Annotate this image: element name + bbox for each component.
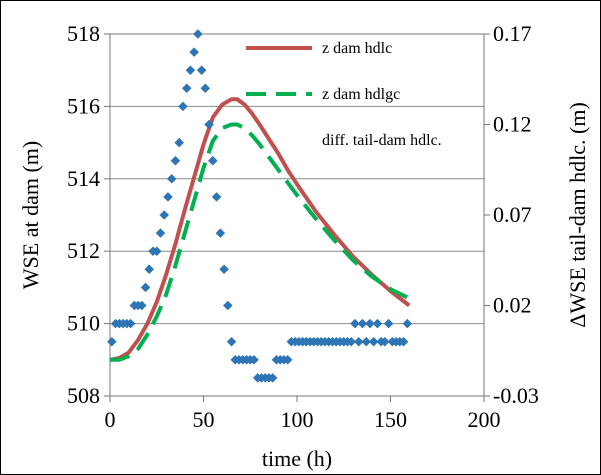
data-point — [181, 83, 192, 94]
y-right-tick-label: 0.02 — [493, 293, 532, 318]
legend-label: z dam hdlc — [322, 40, 392, 57]
data-point — [159, 210, 170, 220]
x-axis-label: time (h) — [262, 446, 332, 471]
y-right-ticks: -0.03 0.02 0.07 0.12 0.17 — [484, 21, 539, 408]
data-point — [346, 336, 357, 347]
data-point — [204, 119, 214, 130]
data-point — [398, 336, 409, 347]
legend: z dam hdlc z dam hdlgc diff. tail-dam hdlc… — [246, 40, 442, 149]
data-point — [383, 318, 394, 329]
x-tick-label: 50 — [193, 407, 215, 432]
y-left-tick-label: 510 — [67, 311, 100, 336]
y-left-tick-label: 508 — [67, 383, 100, 408]
series-0 — [109, 97, 411, 362]
data-point — [196, 65, 207, 76]
legend-item: z dam hdlc — [246, 40, 392, 57]
y-left-tick-label: 512 — [67, 238, 100, 263]
data-point — [211, 192, 222, 202]
y-left-ticks: 508 510 512 514 516 518 — [67, 21, 110, 408]
y-left-tick-label: 518 — [67, 21, 100, 46]
x-tick-label: 150 — [374, 407, 407, 432]
series-line — [110, 122, 411, 362]
data-point — [185, 65, 196, 76]
data-point — [136, 300, 147, 311]
y-left-tick-label: 516 — [67, 93, 100, 118]
data-point — [365, 318, 375, 329]
series-2 — [107, 29, 413, 383]
data-point — [155, 228, 166, 238]
series-group — [107, 29, 413, 383]
data-point — [226, 336, 237, 347]
y-left-tick-label: 514 — [67, 166, 100, 191]
legend-label: diff. tail-dam hdlc. — [322, 132, 442, 149]
series-line — [109, 97, 411, 362]
data-point — [353, 336, 364, 347]
data-point — [357, 318, 368, 329]
legend-label: z dam hdlgc — [322, 86, 400, 103]
data-point — [151, 246, 162, 257]
legend-item: diff. tail-dam hdlc. — [322, 132, 442, 149]
data-point — [402, 318, 413, 329]
data-point — [361, 336, 372, 347]
data-point — [107, 336, 117, 347]
data-point — [267, 373, 278, 383]
legend-item: z dam hdlgc — [246, 86, 400, 103]
data-point — [125, 318, 136, 329]
data-point — [282, 354, 293, 365]
data-point — [170, 155, 181, 166]
x-tick-label: 0 — [105, 407, 116, 432]
data-point — [140, 282, 151, 293]
data-point — [219, 264, 229, 275]
x-tick-label: 200 — [468, 407, 501, 432]
y-right-tick-label: 0.07 — [493, 202, 532, 227]
y-right-tick-label: 0.12 — [493, 112, 532, 137]
x-tick-label: 100 — [281, 407, 314, 432]
x-ticks: 0 50 100 150 200 — [105, 396, 501, 432]
data-point — [166, 173, 177, 184]
data-point — [193, 29, 203, 39]
y-right-tick-label: 0.17 — [493, 21, 532, 46]
data-point — [207, 155, 218, 166]
data-point — [163, 192, 173, 202]
data-point — [380, 336, 390, 347]
data-point — [178, 101, 188, 112]
data-point — [189, 47, 200, 57]
data-point — [200, 83, 211, 94]
data-point — [222, 300, 233, 311]
series-1 — [110, 122, 411, 362]
data-point — [368, 336, 379, 347]
y-left-axis-label: WSE at dam (m) — [18, 141, 43, 289]
data-point — [174, 137, 185, 148]
data-point — [372, 318, 383, 329]
data-point — [350, 318, 360, 329]
y-right-tick-label: -0.03 — [493, 383, 539, 408]
data-point — [144, 264, 155, 275]
y-right-axis-label: ΔWSE tail-dam hdlc. (m) — [565, 102, 590, 328]
data-point — [249, 354, 259, 365]
data-point — [215, 228, 226, 238]
